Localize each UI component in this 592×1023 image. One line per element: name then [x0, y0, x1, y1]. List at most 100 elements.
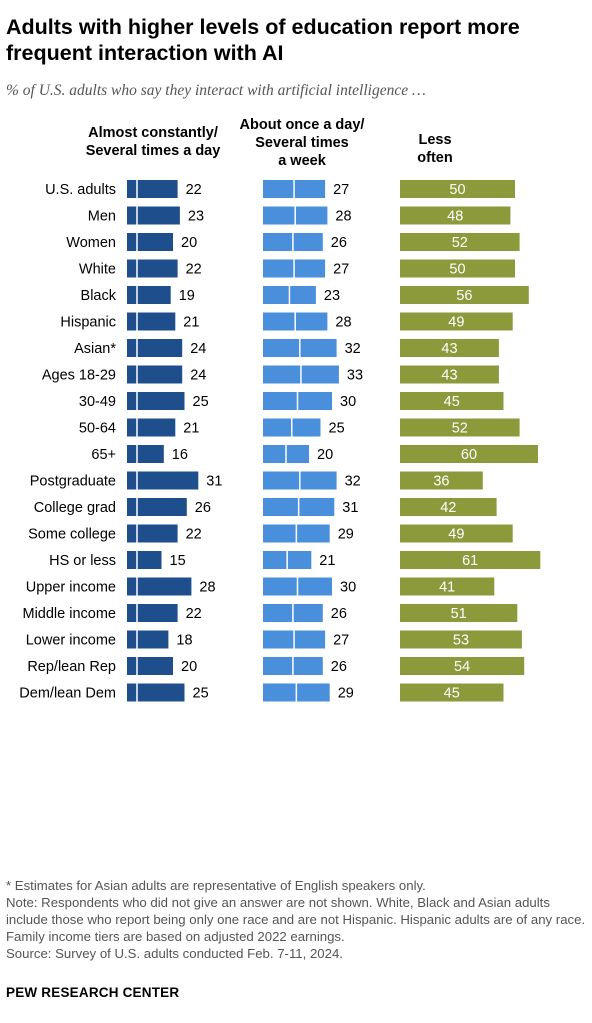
bar-men-series-1 [127, 206, 180, 225]
value-label-u-s-adults-series-1: 22 [186, 182, 202, 198]
bar-ages-18-29-series-3 [400, 365, 499, 384]
value-label-hs-or-less-series-2: 21 [319, 553, 335, 569]
value-label-rep-lean-rep-series-1: 20 [181, 659, 197, 675]
row-label-middle-income: Middle income [23, 606, 117, 622]
bar-women-series-3 [400, 233, 520, 251]
value-label-65-series-1: 16 [172, 447, 188, 463]
bar-65-series-1 [127, 445, 164, 463]
row-label-rep-lean-rep: Rep/lean Rep [27, 659, 116, 675]
bar-asian-series-3 [400, 339, 499, 357]
bar-asian-series-1 [127, 339, 183, 357]
value-label-u-s-adults-series-3: 50 [449, 182, 465, 198]
bar-30-49-series-3 [400, 392, 504, 410]
value-label-dem-lean-dem-series-3: 45 [444, 686, 460, 702]
value-label-u-s-adults-series-2: 27 [333, 182, 349, 198]
row-label-30-49: 30-49 [79, 394, 116, 410]
row-label-hispanic: Hispanic [60, 315, 116, 331]
value-label-50-64-series-3: 52 [452, 421, 468, 437]
column-header-less-often: Less often [417, 132, 453, 166]
value-label-dem-lean-dem-series-2: 29 [338, 686, 354, 702]
value-label-white-series-1: 22 [186, 262, 202, 278]
value-label-rep-lean-rep-series-3: 54 [454, 659, 470, 675]
value-label-hs-or-less-series-3: 61 [462, 553, 478, 569]
value-label-college-grad-series-3: 42 [440, 500, 456, 516]
value-label-black-series-2: 23 [324, 288, 340, 304]
row-label-women: Women [66, 235, 116, 251]
row-label-some-college: Some college [28, 527, 116, 543]
bar-hispanic-series-1 [127, 312, 176, 331]
bar-u-s-adults-series-3 [400, 180, 515, 198]
bar-white-series-3 [400, 259, 515, 278]
bar-some-college-series-3 [400, 524, 513, 543]
bar-men-series-3 [400, 206, 511, 225]
value-label-postgraduate-series-1: 31 [206, 474, 222, 490]
value-label-50-64-series-2: 25 [329, 421, 345, 437]
value-label-some-college-series-2: 29 [338, 527, 354, 543]
notes-block: * Estimates for Asian adults are represe… [6, 877, 586, 962]
value-label-middle-income-series-2: 26 [331, 606, 347, 622]
value-label-white-series-2: 27 [333, 262, 349, 278]
value-label-women-series-2: 26 [331, 235, 347, 251]
value-label-some-college-series-1: 22 [186, 527, 202, 543]
chart-title: Adults with higher levels of education r… [6, 15, 520, 65]
bar-middle-income-series-1 [127, 604, 178, 622]
row-label-asian: Asian* [74, 341, 116, 357]
value-label-upper-income-series-1: 28 [199, 580, 215, 596]
bar-upper-income-series-1 [127, 577, 192, 596]
bar-women-series-1 [127, 233, 173, 251]
bar-dem-lean-dem-series-1 [127, 683, 185, 702]
value-label-hispanic-series-3: 49 [448, 315, 464, 331]
row-label-dem-lean-dem: Dem/lean Dem [19, 686, 116, 702]
value-label-65-series-2: 20 [317, 447, 333, 463]
value-label-women-series-3: 52 [452, 235, 468, 251]
row-label-u-s-adults: U.S. adults [45, 182, 116, 198]
bar-middle-income-series-3 [400, 604, 518, 622]
value-label-postgraduate-series-3: 36 [433, 474, 449, 490]
bar-hispanic-series-3 [400, 312, 513, 331]
value-label-men-series-3: 48 [447, 209, 463, 225]
bar-upper-income-series-3 [400, 577, 495, 596]
value-label-upper-income-series-3: 41 [439, 580, 455, 596]
column-header-about-once-a-day: About once a day/ Several times a week [239, 117, 365, 169]
value-label-black-series-1: 19 [179, 288, 195, 304]
row-label-65: 65+ [91, 447, 116, 463]
bar-u-s-adults-series-1 [127, 180, 178, 198]
value-label-hispanic-series-2: 28 [335, 315, 351, 331]
value-label-ages-18-29-series-2: 33 [347, 368, 363, 384]
value-label-hs-or-less-series-1: 15 [170, 553, 186, 569]
value-label-65-series-3: 60 [461, 447, 477, 463]
value-label-30-49-series-2: 30 [340, 394, 356, 410]
value-label-30-49-series-1: 25 [193, 394, 209, 410]
value-label-hispanic-series-1: 21 [183, 315, 199, 331]
asterisk-note: * Estimates for Asian adults are represe… [6, 878, 426, 893]
value-label-ages-18-29-series-3: 43 [441, 368, 457, 384]
bar-black-series-1 [127, 286, 171, 304]
methodology-note: Note: Respondents who did not give an an… [6, 895, 586, 944]
bar-white-series-1 [127, 259, 178, 278]
row-label-ages-18-29: Ages 18-29 [42, 368, 116, 384]
bar-postgraduate-series-1 [127, 471, 199, 490]
value-label-dem-lean-dem-series-1: 25 [193, 686, 209, 702]
bar-50-64-series-1 [127, 418, 176, 437]
bar-postgraduate-series-3 [400, 471, 483, 490]
value-label-lower-income-series-2: 27 [333, 633, 349, 649]
value-label-college-grad-series-2: 31 [342, 500, 358, 516]
bar-ages-18-29-series-1 [127, 365, 183, 384]
bar-rep-lean-rep-series-1 [127, 657, 173, 675]
bar-lower-income-series-1 [127, 630, 169, 649]
value-label-asian-series-1: 24 [190, 341, 206, 357]
value-label-women-series-1: 20 [181, 235, 197, 251]
value-label-30-49-series-3: 45 [444, 394, 460, 410]
value-label-some-college-series-3: 49 [448, 527, 464, 543]
row-label-50-64: 50-64 [79, 421, 116, 437]
value-label-asian-series-3: 43 [441, 341, 457, 357]
chart-subtitle: % of U.S. adults who say they interact w… [6, 82, 426, 99]
row-label-lower-income: Lower income [26, 633, 116, 649]
bar-50-64-series-3 [400, 418, 520, 437]
source-note: Source: Survey of U.S. adults conducted … [6, 946, 343, 961]
value-label-ages-18-29-series-1: 24 [190, 368, 206, 384]
value-label-men-series-2: 28 [335, 209, 351, 225]
column-header-almost-constantly: Almost constantly/ Several times a day [85, 125, 221, 159]
value-label-postgraduate-series-2: 32 [345, 474, 361, 490]
row-label-white: White [79, 262, 116, 278]
